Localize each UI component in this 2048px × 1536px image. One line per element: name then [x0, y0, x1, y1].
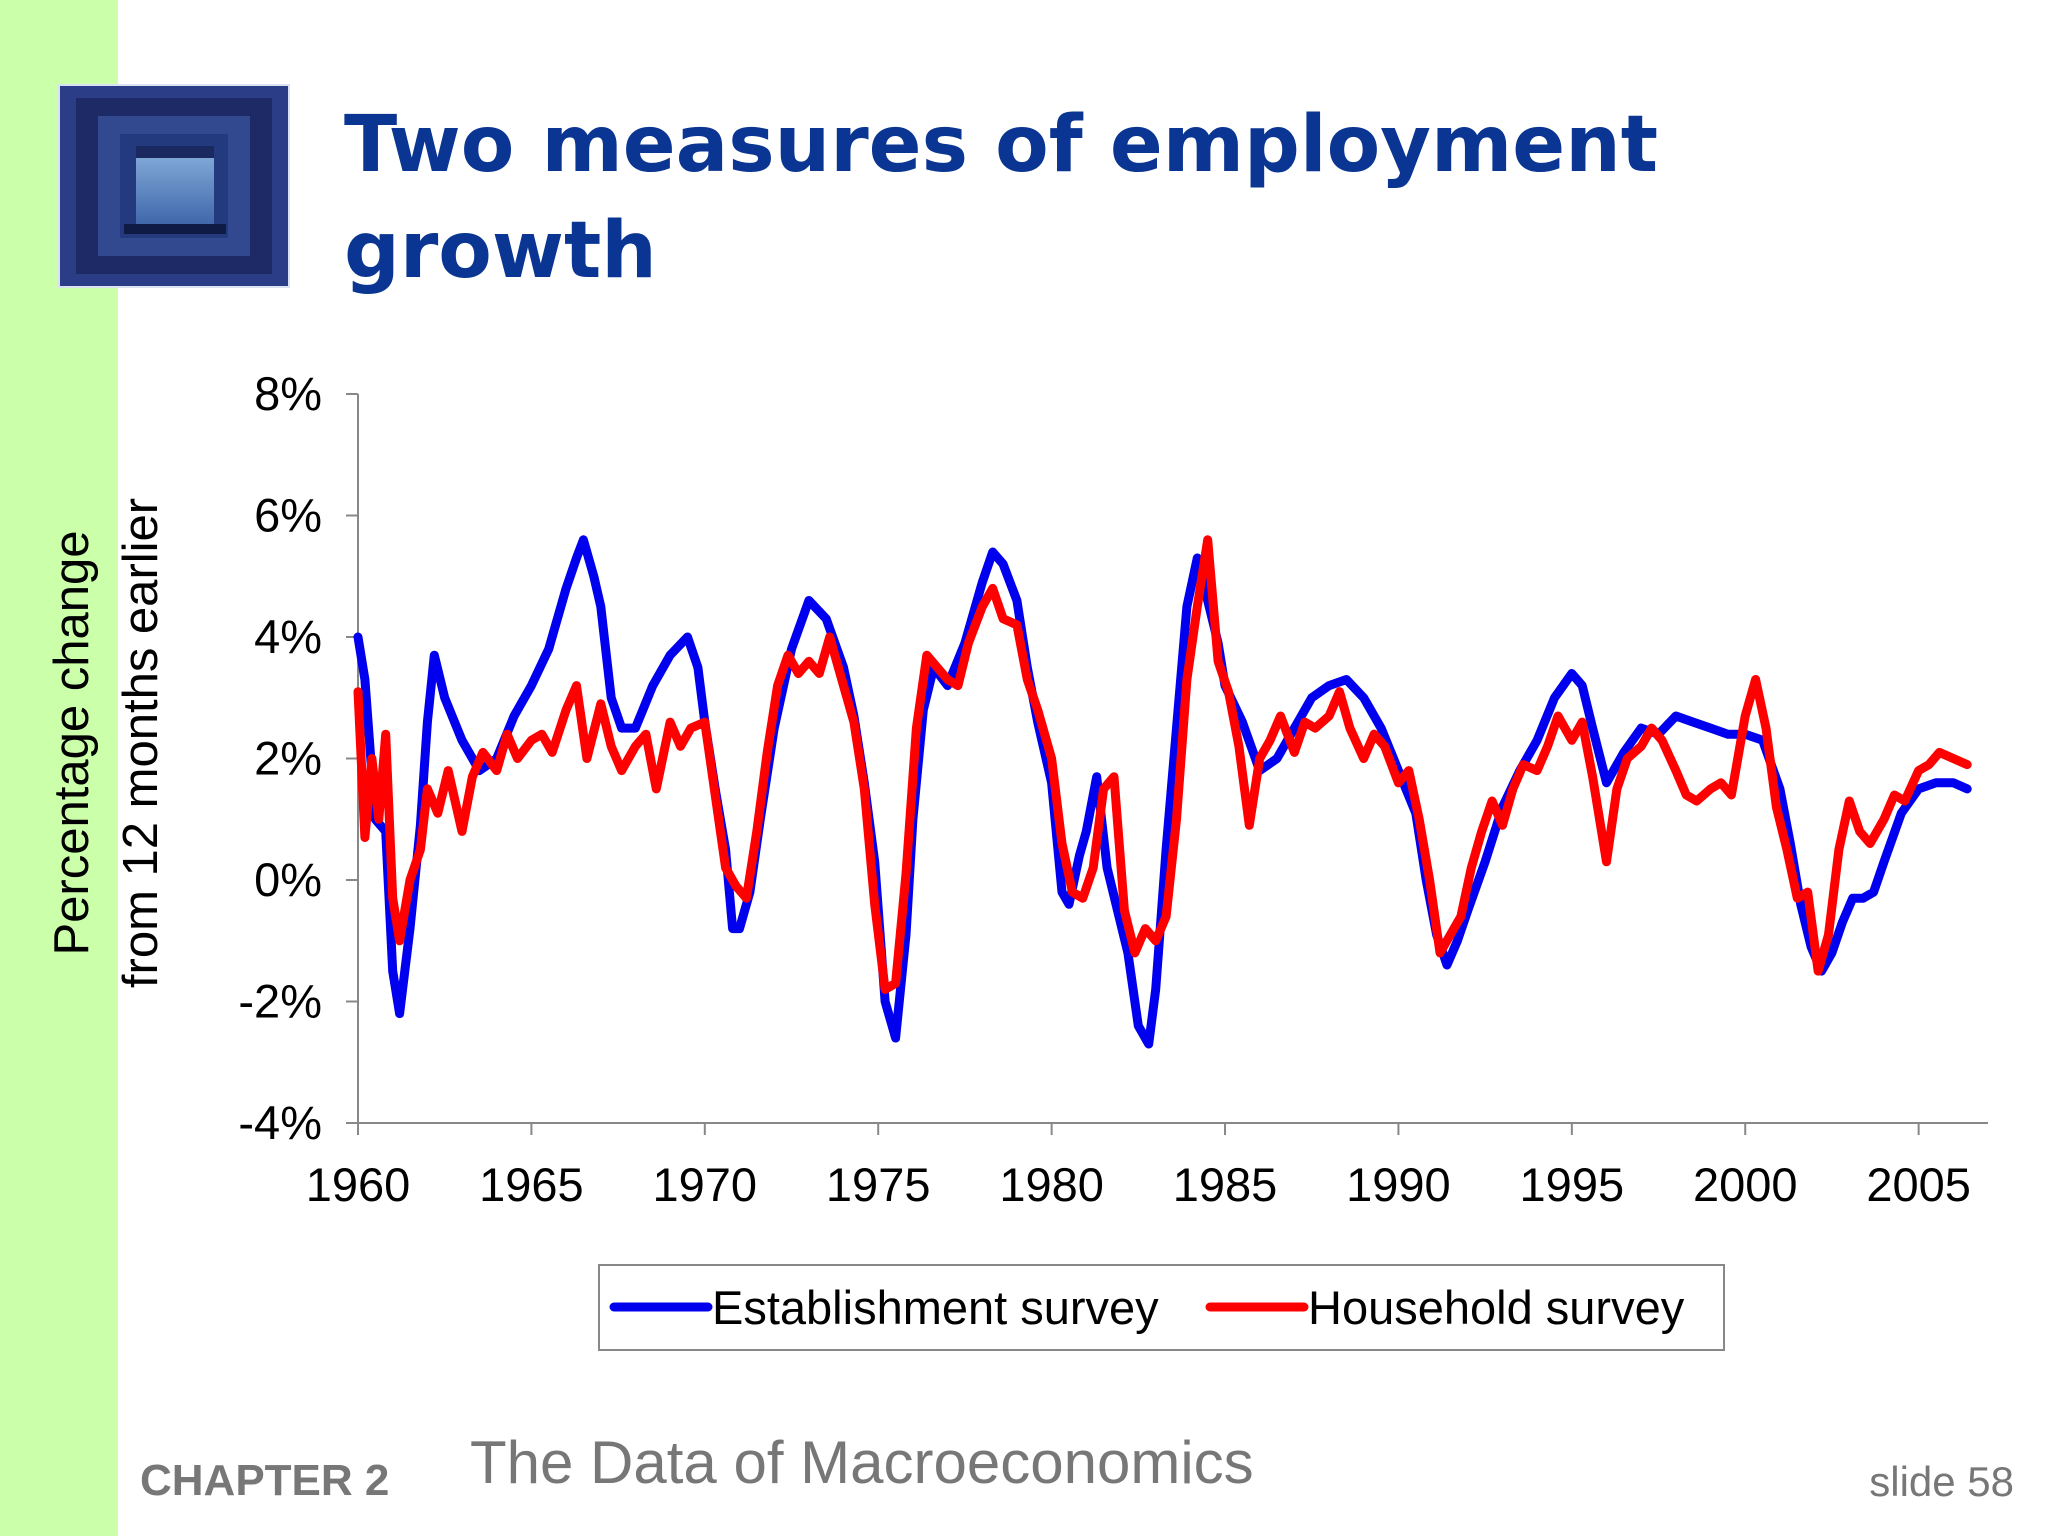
y-axis-label-line-2: from 12 months earlier: [114, 498, 168, 988]
legend-box: [598, 1264, 1725, 1351]
slide-number: slide 58: [1869, 1458, 2014, 1505]
x-tick-label: 1990: [1346, 1158, 1451, 1211]
x-tick-label: 1970: [653, 1158, 758, 1211]
x-tick-label: 1995: [1520, 1158, 1625, 1211]
legend: Establishment survey Household survey: [598, 1264, 1725, 1351]
chapter-label: CHAPTER 2: [140, 1456, 390, 1505]
x-tick-label: 1965: [479, 1158, 584, 1211]
legend-label-establishment: Establishment survey: [712, 1281, 1159, 1334]
y-tick-label: 2%: [254, 732, 322, 785]
series-line-establishment: [353, 535, 1972, 1049]
y-axis-ticks: -4% -2% 0% 2% 4% 6% 8%: [238, 367, 358, 1149]
x-tick-label: 1960: [306, 1158, 411, 1211]
y-tick-label: -4%: [238, 1096, 322, 1149]
x-tick-label: 2000: [1693, 1158, 1798, 1211]
legend-label-household: Household survey: [1308, 1281, 1685, 1334]
stairwell-icon: [58, 84, 290, 288]
y-tick-label: 8%: [254, 367, 322, 420]
x-tick-label: 2005: [1866, 1158, 1971, 1211]
series-lines: [353, 535, 1972, 1049]
slide-title: Two measures of employment growth: [344, 100, 1659, 296]
y-tick-label: 4%: [254, 610, 322, 663]
x-tick-label: 1985: [1173, 1158, 1278, 1211]
y-tick-label: 0%: [254, 853, 322, 906]
series-line-household: [353, 535, 1972, 994]
y-tick-label: -2%: [238, 975, 322, 1028]
y-axis-label-line-1: Percentage change: [45, 531, 99, 956]
x-tick-label: 1975: [826, 1158, 931, 1211]
chapter-topic: The Data of Macroeconomics: [470, 1429, 1254, 1496]
x-tick-label: 1980: [999, 1158, 1104, 1211]
y-tick-label: 6%: [254, 489, 322, 542]
x-axis-ticks: 1960 1965 1970 1975 1980 1985 1990 1995 2000 2005: [306, 1123, 1971, 1211]
